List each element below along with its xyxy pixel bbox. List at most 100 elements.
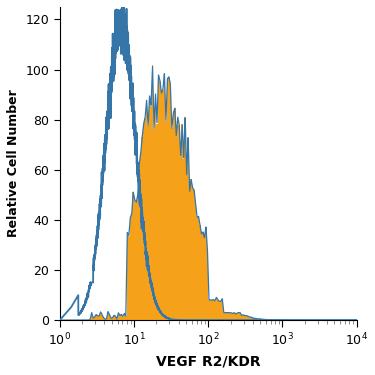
Bar (219, 302, 220, 320)
Bar (214, 301, 216, 320)
Bar (233, 313, 235, 320)
Bar (161, 93, 162, 320)
Bar (158, 75, 159, 320)
Bar (254, 318, 256, 320)
Bar (225, 313, 226, 320)
Bar (112, 318, 113, 320)
Bar (140, 154, 141, 320)
Bar (210, 300, 211, 320)
Bar (180, 157, 182, 320)
Bar (244, 315, 245, 320)
Y-axis label: Relative Cell Number: Relative Cell Number (7, 90, 20, 237)
Bar (162, 90, 164, 320)
Bar (137, 195, 138, 320)
Bar (230, 313, 232, 320)
Bar (121, 314, 122, 320)
Bar (115, 316, 116, 320)
Bar (235, 314, 236, 320)
Bar (202, 232, 204, 320)
Bar (250, 317, 251, 320)
Bar (257, 319, 259, 320)
Bar (248, 317, 250, 320)
Bar (207, 249, 208, 320)
X-axis label: VEGF R2/KDR: VEGF R2/KDR (156, 354, 261, 368)
Bar (208, 300, 210, 320)
Bar (188, 137, 189, 320)
Bar (146, 100, 147, 320)
Bar (107, 312, 109, 320)
Bar (238, 313, 239, 320)
Bar (216, 297, 217, 320)
Bar (116, 319, 118, 320)
Bar (259, 319, 260, 320)
Bar (242, 315, 244, 320)
Bar (150, 106, 152, 320)
Bar (178, 125, 180, 320)
Bar (222, 299, 223, 320)
Bar (164, 73, 165, 320)
Bar (149, 96, 150, 320)
Bar (174, 108, 176, 320)
Bar (204, 238, 205, 320)
Bar (245, 316, 247, 320)
Bar (186, 176, 188, 320)
Bar (172, 113, 174, 320)
Bar (213, 300, 214, 320)
Bar (196, 217, 198, 320)
Bar (228, 313, 229, 320)
Bar (91, 313, 92, 320)
Bar (239, 313, 241, 320)
Bar (125, 316, 126, 320)
Bar (199, 225, 201, 320)
Bar (101, 315, 103, 320)
Bar (113, 315, 115, 320)
Bar (144, 117, 146, 320)
Bar (166, 79, 168, 320)
Bar (141, 137, 143, 320)
Bar (128, 236, 129, 320)
Bar (223, 313, 225, 320)
Bar (260, 319, 262, 320)
Bar (132, 192, 134, 320)
Bar (95, 315, 97, 320)
Bar (159, 81, 161, 320)
Bar (171, 128, 172, 320)
Bar (155, 93, 156, 320)
Bar (165, 121, 166, 320)
Bar (198, 216, 199, 320)
Bar (97, 316, 98, 320)
Bar (129, 218, 131, 320)
Bar (241, 315, 242, 320)
Bar (232, 314, 233, 320)
Bar (104, 319, 106, 320)
Bar (100, 312, 101, 320)
Bar (98, 316, 100, 320)
Bar (183, 159, 184, 320)
Bar (220, 301, 222, 320)
Bar (134, 200, 135, 320)
Bar (190, 179, 192, 320)
Bar (189, 191, 190, 320)
Bar (147, 126, 149, 320)
Bar (205, 227, 207, 320)
Bar (90, 319, 91, 320)
Bar (126, 232, 128, 320)
Bar (176, 136, 177, 320)
Bar (201, 234, 202, 320)
Bar (217, 300, 219, 320)
Bar (92, 318, 94, 320)
Bar (170, 84, 171, 320)
Bar (124, 314, 125, 320)
Bar (156, 123, 158, 320)
Bar (194, 190, 195, 320)
Bar (253, 318, 254, 320)
Bar (106, 319, 107, 320)
Bar (192, 188, 194, 320)
Bar (184, 117, 186, 320)
Bar (182, 124, 183, 320)
Bar (143, 124, 144, 320)
Bar (153, 129, 155, 320)
Bar (251, 317, 253, 320)
Bar (211, 300, 213, 320)
Bar (119, 315, 121, 320)
